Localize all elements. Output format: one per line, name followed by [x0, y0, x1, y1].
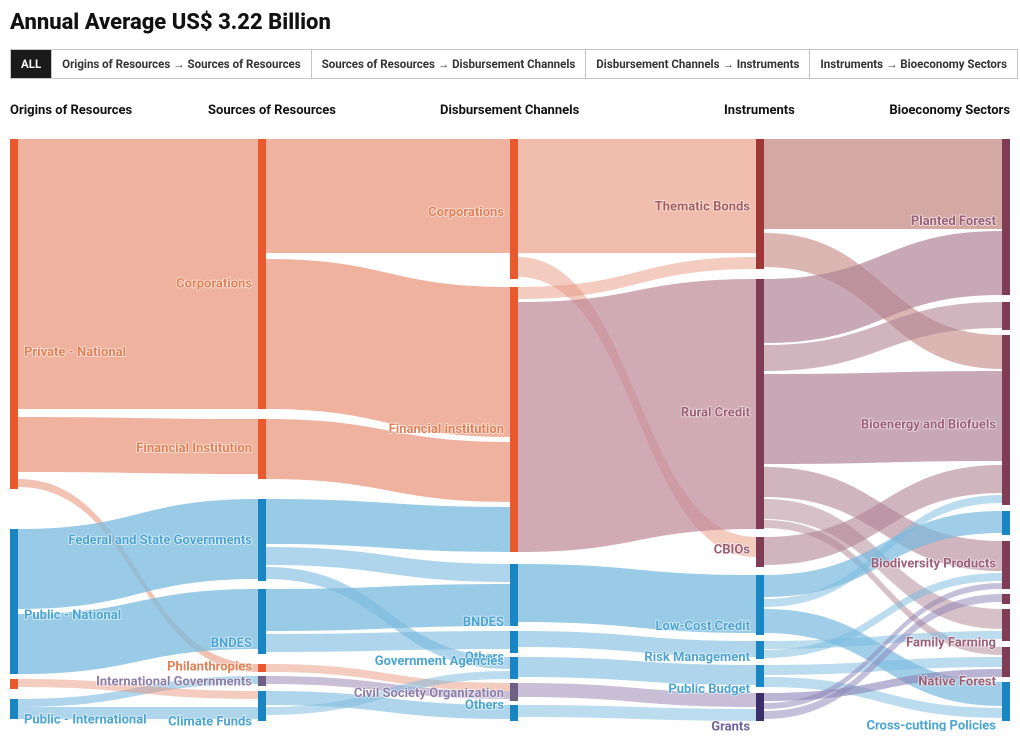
node-label: Private - National	[24, 345, 126, 360]
sankey-link[interactable]	[518, 139, 756, 253]
node-label: Risk Management	[644, 650, 750, 665]
sankey-node[interactable]	[510, 564, 518, 626]
sankey-node[interactable]	[510, 657, 518, 679]
sankey-node[interactable]	[510, 631, 518, 653]
node-label: Thematic Bonds	[655, 200, 751, 215]
column-header: Origins of Resources	[10, 103, 132, 118]
sankey-link[interactable]	[266, 499, 510, 552]
sankey-node[interactable]	[258, 499, 266, 581]
node-label: International Governments	[96, 675, 252, 690]
node-label: Bioenergy and Biofuels	[861, 418, 997, 433]
node-label: Financial Institution	[136, 441, 252, 456]
node-label: Financial institution	[389, 422, 504, 437]
sankey-node[interactable]	[756, 575, 764, 635]
sankey-node[interactable]	[510, 705, 518, 721]
node-label: Low-Cost Credit	[655, 619, 750, 634]
node-label: Government Agencies	[375, 654, 505, 669]
node-label: Corporations	[428, 205, 504, 220]
sankey-node[interactable]	[1002, 139, 1010, 295]
column-header: Instruments	[724, 103, 795, 118]
sankey-node[interactable]	[1002, 302, 1010, 330]
node-label: Corporations	[176, 277, 252, 292]
node-label: Climate Funds	[168, 715, 252, 730]
node-label: Biodiversity Products	[871, 556, 996, 571]
sankey-node[interactable]	[1002, 594, 1010, 604]
node-label: Cross-cutting Policies	[866, 718, 996, 731]
sankey-node[interactable]	[510, 287, 518, 552]
column-header: Bioeconomy Sectors	[889, 103, 1010, 118]
sankey-node[interactable]	[756, 139, 764, 269]
sankey-link[interactable]	[266, 631, 510, 652]
sankey-node[interactable]	[756, 537, 764, 567]
node-label: Others	[465, 698, 504, 713]
sankey-node[interactable]	[258, 664, 266, 672]
sankey-link[interactable]	[266, 259, 510, 437]
node-label: CBIOs	[714, 543, 751, 558]
node-label: BNDES	[463, 615, 504, 630]
tab-filter-2[interactable]: Sources of Resources → Disbursement Chan…	[312, 50, 587, 78]
sankey-node[interactable]	[10, 139, 18, 489]
column-header: Sources of Resources	[208, 103, 336, 118]
sankey-node[interactable]	[756, 641, 764, 659]
sankey-node[interactable]	[258, 589, 266, 654]
sankey-link[interactable]	[266, 139, 510, 253]
node-label: Planted Forest	[911, 214, 997, 229]
node-label: Public - National	[24, 608, 121, 623]
sankey-node[interactable]	[10, 679, 18, 689]
sankey-node[interactable]	[756, 693, 764, 721]
sankey-node[interactable]	[756, 279, 764, 529]
node-label: Public Budget	[668, 682, 750, 697]
node-label: Rural Credit	[681, 406, 751, 421]
tab-bar: ALLOrigins of Resources → Sources of Res…	[10, 49, 1018, 79]
sankey-node[interactable]	[258, 691, 266, 721]
node-label: BNDES	[211, 636, 252, 651]
sankey-node[interactable]	[10, 529, 18, 674]
node-label: Philanthropies	[167, 659, 252, 674]
tab-all[interactable]: ALL	[11, 50, 52, 78]
sankey-node[interactable]	[258, 139, 266, 409]
sankey-node[interactable]	[10, 699, 18, 719]
node-label: Public - International	[24, 712, 147, 727]
sankey-node[interactable]	[258, 676, 266, 686]
node-label: Federal and State Governments	[68, 533, 252, 548]
sankey-node[interactable]	[1002, 647, 1010, 677]
sankey-node[interactable]	[1002, 682, 1010, 721]
sankey-chart: Origins of Resources Sources of Resources…	[10, 103, 1010, 731]
sankey-node[interactable]	[510, 139, 518, 279]
sankey-node[interactable]	[510, 683, 518, 701]
column-header: Disbursement Channels	[440, 103, 579, 118]
sankey-node[interactable]	[1002, 511, 1010, 535]
tab-filter-1[interactable]: Origins of Resources → Sources of Resour…	[52, 50, 312, 78]
tab-filter-3[interactable]: Disbursement Channels → Instruments	[586, 50, 810, 78]
sankey-node[interactable]	[1002, 541, 1010, 589]
page-title: Annual Average US$ 3.22 Billion	[10, 10, 1010, 35]
sankey-node[interactable]	[1002, 335, 1010, 505]
tab-filter-4[interactable]: Instruments → Bioeconomy Sectors	[810, 50, 1017, 78]
sankey-link[interactable]	[18, 139, 258, 409]
node-label: Family Farming	[906, 636, 996, 651]
sankey-node[interactable]	[1002, 609, 1010, 641]
sankey-node[interactable]	[258, 419, 266, 479]
node-label: Grants	[711, 719, 750, 731]
node-label: Native Forest	[918, 675, 996, 690]
sankey-node[interactable]	[756, 665, 764, 687]
